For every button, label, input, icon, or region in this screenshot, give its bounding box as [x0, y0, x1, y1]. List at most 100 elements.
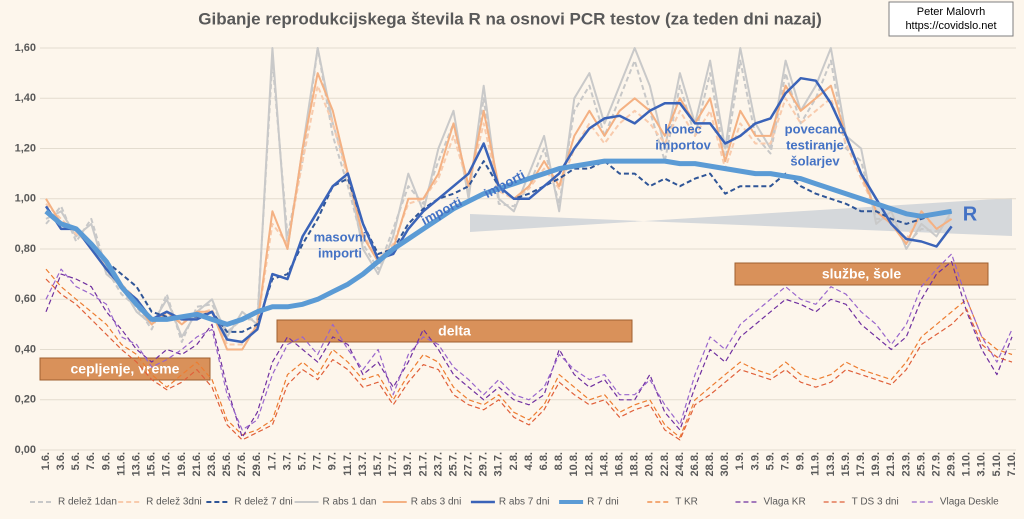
y-tick-label: 1,20: [15, 142, 36, 154]
x-tick-label: 15.6.: [146, 452, 158, 476]
annotation: povecano: [785, 121, 846, 136]
x-tick-label: 1.6.: [40, 452, 52, 470]
x-tick-label: 27.9.: [930, 452, 942, 476]
annotation: šolarjev: [790, 153, 840, 168]
x-tick-label: 5.7.: [297, 452, 309, 470]
legend-label: T KR: [675, 497, 698, 508]
x-tick-label: 31.7.: [493, 452, 505, 476]
x-tick-label: 5.9.: [764, 452, 776, 470]
x-tick-label: 5.10.: [991, 452, 1003, 476]
x-tick-label: 23.7.: [432, 452, 444, 476]
x-tick-label: 20.8.: [644, 452, 656, 476]
x-tick-label: 30.8.: [719, 452, 731, 476]
x-tick-label: 13.6.: [130, 452, 142, 476]
x-tick-label: 21.7.: [417, 452, 429, 476]
annotation: masovni: [314, 229, 367, 244]
phase-label: delta: [438, 323, 471, 339]
x-tick-label: 19.6.: [176, 452, 188, 476]
y-tick-label: 0,60: [15, 293, 36, 305]
x-tick-label: 19.9.: [870, 452, 882, 476]
phase-box: [39, 357, 211, 381]
x-tick-label: 2.8.: [508, 452, 520, 470]
x-tick-label: 9.6.: [100, 452, 112, 470]
phase-label: cepljenje, vreme: [71, 361, 180, 377]
legend-label: Vlaga KR: [763, 497, 805, 508]
x-tick-label: 17.6.: [161, 452, 173, 476]
legend-label: R abs 1 dan: [323, 497, 377, 508]
series-line: [45, 253, 1013, 431]
x-tick-label: 18.8.: [629, 452, 641, 476]
x-tick-label: 11.7.: [342, 452, 354, 476]
x-tick-label: 11.6.: [115, 452, 127, 476]
annotation: R: [963, 203, 978, 225]
x-tick-label: 1.10.: [961, 452, 973, 476]
x-tick-label: 29.9.: [946, 452, 958, 476]
x-tick-label: 11.9.: [810, 452, 822, 476]
x-tick-label: 4.8.: [523, 452, 535, 470]
legend-label: R abs 3 dni: [411, 497, 462, 508]
x-tick-label: 17.7.: [387, 452, 399, 476]
credit: Peter Malovrh: [917, 6, 985, 18]
x-tick-label: 5.6.: [70, 452, 82, 470]
annotation: testiranje: [786, 137, 844, 152]
x-tick-label: 6.8.: [538, 452, 550, 470]
legend-label: R abs 7 dni: [499, 497, 550, 508]
y-tick-label: 1,40: [15, 92, 36, 104]
x-tick-label: 3.9.: [749, 452, 761, 470]
x-tick-label: 8.8.: [553, 452, 565, 470]
phase-label: službe, šole: [822, 266, 902, 282]
x-tick-label: 22.8.: [659, 452, 671, 476]
legend-label: R delež 3dni: [146, 497, 202, 508]
x-tick-label: 27.7.: [463, 452, 475, 476]
x-tick-label: 9.7.: [327, 452, 339, 470]
phase-box: [734, 262, 989, 286]
annotation: importov: [655, 137, 711, 152]
credit: https://covidslo.net: [905, 20, 996, 32]
x-tick-label: 7.6.: [85, 452, 97, 470]
legend-label: R 7 dni: [587, 497, 619, 508]
legend-label: Vlaga Deskle: [940, 497, 999, 508]
x-tick-label: 28.8.: [704, 452, 716, 476]
x-tick-label: 25.9.: [915, 452, 927, 476]
legend-label: T DS 3 dni: [852, 497, 899, 508]
phase-box: [276, 319, 633, 343]
x-tick-label: 1.9.: [734, 452, 746, 470]
chart-title: Gibanje reprodukcijskega števila R na os…: [198, 9, 822, 28]
y-tick-label: 0,20: [15, 394, 36, 406]
credit-box: [888, 1, 1014, 37]
x-tick-label: 7.9.: [780, 452, 792, 470]
x-tick-label: 21.9.: [885, 452, 897, 476]
x-tick-label: 25.7.: [447, 452, 459, 476]
series-line: [45, 268, 1013, 438]
x-tick-label: 10.8.: [568, 452, 580, 476]
x-tick-label: 29.7.: [478, 452, 490, 476]
series-line: [45, 261, 1013, 438]
x-tick-label: 19.7.: [402, 452, 414, 476]
legend-label: R delež 7 dni: [234, 497, 292, 508]
annotation: importi: [318, 245, 362, 260]
trend-band: [470, 198, 1012, 236]
x-tick-label: 24.8.: [674, 452, 686, 476]
x-tick-label: 25.6.: [221, 452, 233, 476]
x-tick-label: 23.6.: [206, 452, 218, 476]
x-tick-label: 3.10.: [976, 452, 988, 476]
x-tick-label: 21.6.: [191, 452, 203, 476]
annotation: konec: [664, 121, 702, 136]
x-tick-label: 7.10.: [1006, 452, 1018, 476]
series-line: [45, 278, 1013, 441]
x-tick-label: 1.7.: [266, 452, 278, 470]
series-line: [44, 158, 953, 327]
x-tick-label: 27.6.: [236, 452, 248, 476]
x-tick-label: 3.7.: [281, 452, 293, 470]
x-tick-label: 12.8.: [583, 452, 595, 476]
x-tick-label: 15.9.: [840, 452, 852, 476]
x-tick-label: 26.8.: [689, 452, 701, 476]
x-tick-label: 15.7.: [372, 452, 384, 476]
y-tick-label: 0,40: [15, 343, 36, 355]
x-tick-label: 29.6.: [251, 452, 263, 476]
x-tick-label: 23.9.: [900, 452, 912, 476]
series-line: [45, 47, 953, 343]
